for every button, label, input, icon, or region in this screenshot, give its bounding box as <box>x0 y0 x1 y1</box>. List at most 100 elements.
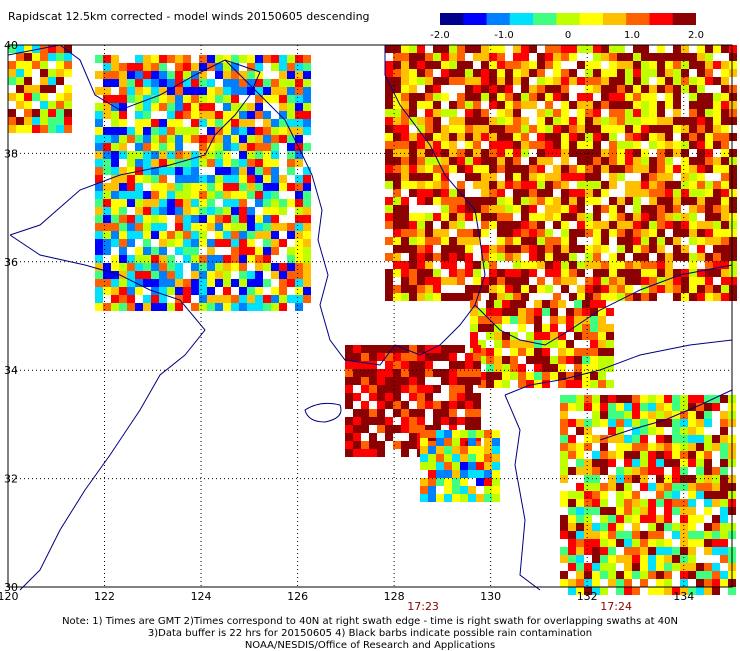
wind-cell <box>151 295 159 303</box>
wind-cell <box>657 141 665 149</box>
wind-cell <box>183 95 191 103</box>
wind-cell <box>199 111 207 119</box>
wind-cell <box>681 269 689 277</box>
wind-cell <box>688 507 696 515</box>
wind-cell <box>143 167 151 175</box>
wind-cell <box>223 71 231 79</box>
wind-cell <box>215 271 223 279</box>
wind-cell <box>697 277 705 285</box>
wind-cell <box>657 213 665 221</box>
wind-cell <box>568 491 576 499</box>
wind-cell <box>191 287 199 295</box>
wind-cell <box>505 133 513 141</box>
wind-cell <box>478 372 486 380</box>
wind-cell <box>441 253 449 261</box>
wind-cell <box>593 133 601 141</box>
wind-cell <box>560 523 568 531</box>
wind-cell <box>592 587 600 595</box>
wind-cell <box>592 459 600 467</box>
wind-cell <box>271 207 279 215</box>
wind-cell <box>537 77 545 85</box>
wind-cell <box>625 125 633 133</box>
wind-cell <box>729 61 737 69</box>
wind-cell <box>688 427 696 435</box>
wind-cell <box>441 221 449 229</box>
wind-cell <box>143 263 151 271</box>
wind-cell <box>576 427 584 435</box>
wind-cell <box>729 157 737 165</box>
wind-cell <box>465 285 473 293</box>
wind-cell <box>585 181 593 189</box>
wind-cell <box>584 443 592 451</box>
wind-cell <box>641 77 649 85</box>
wind-cell <box>529 157 537 165</box>
wind-cell <box>151 79 159 87</box>
wind-cell <box>489 157 497 165</box>
wind-cell <box>505 213 513 221</box>
wind-cell <box>377 369 385 377</box>
wind-cell <box>617 109 625 117</box>
wind-cell <box>625 101 633 109</box>
wind-cell <box>664 499 672 507</box>
wind-cell <box>497 93 505 101</box>
wind-cell <box>560 555 568 563</box>
wind-cell <box>721 109 729 117</box>
wind-cell <box>135 151 143 159</box>
wind-cell <box>247 191 255 199</box>
wind-cell <box>444 462 452 470</box>
wind-cell <box>191 303 199 311</box>
wind-cell <box>191 135 199 143</box>
wind-cell <box>295 159 303 167</box>
wind-cell <box>673 45 681 53</box>
wind-cell <box>159 63 167 71</box>
wind-cell <box>712 571 720 579</box>
wind-cell <box>484 478 492 486</box>
wind-cell <box>481 61 489 69</box>
wind-cell <box>287 247 295 255</box>
wind-cell <box>593 157 601 165</box>
wind-cell <box>640 555 648 563</box>
wind-cell <box>704 403 712 411</box>
wind-cell <box>510 372 518 380</box>
wind-cell <box>489 125 497 133</box>
wind-cell <box>593 165 601 173</box>
wind-cell <box>641 213 649 221</box>
wind-cell <box>223 295 231 303</box>
wind-cell <box>560 499 568 507</box>
wind-cell <box>409 109 417 117</box>
wind-cell <box>449 425 457 433</box>
wind-cell <box>640 563 648 571</box>
wind-cell <box>271 191 279 199</box>
wind-cell <box>295 287 303 295</box>
wind-cell <box>303 263 311 271</box>
wind-cell <box>151 127 159 135</box>
wind-cell <box>593 173 601 181</box>
wind-cell <box>409 345 417 353</box>
wind-cell <box>247 159 255 167</box>
wind-cell <box>127 159 135 167</box>
wind-cell <box>409 133 417 141</box>
wind-cell <box>425 173 433 181</box>
wind-cell <box>247 151 255 159</box>
wind-cell <box>665 117 673 125</box>
wind-cell <box>175 95 183 103</box>
wind-cell <box>428 462 436 470</box>
wind-cell <box>441 61 449 69</box>
wind-cell <box>425 85 433 93</box>
wind-cell <box>704 539 712 547</box>
wind-cell <box>425 425 433 433</box>
wind-cell <box>199 63 207 71</box>
wind-cell <box>287 119 295 127</box>
wind-cell <box>641 157 649 165</box>
wind-cell <box>460 454 468 462</box>
wind-cell <box>457 93 465 101</box>
wind-cell <box>303 207 311 215</box>
wind-cell <box>641 293 649 301</box>
wind-cell <box>345 377 353 385</box>
wind-cell <box>712 531 720 539</box>
wind-cell <box>119 135 127 143</box>
wind-cell <box>215 191 223 199</box>
wind-cell <box>696 443 704 451</box>
wind-cell <box>143 247 151 255</box>
